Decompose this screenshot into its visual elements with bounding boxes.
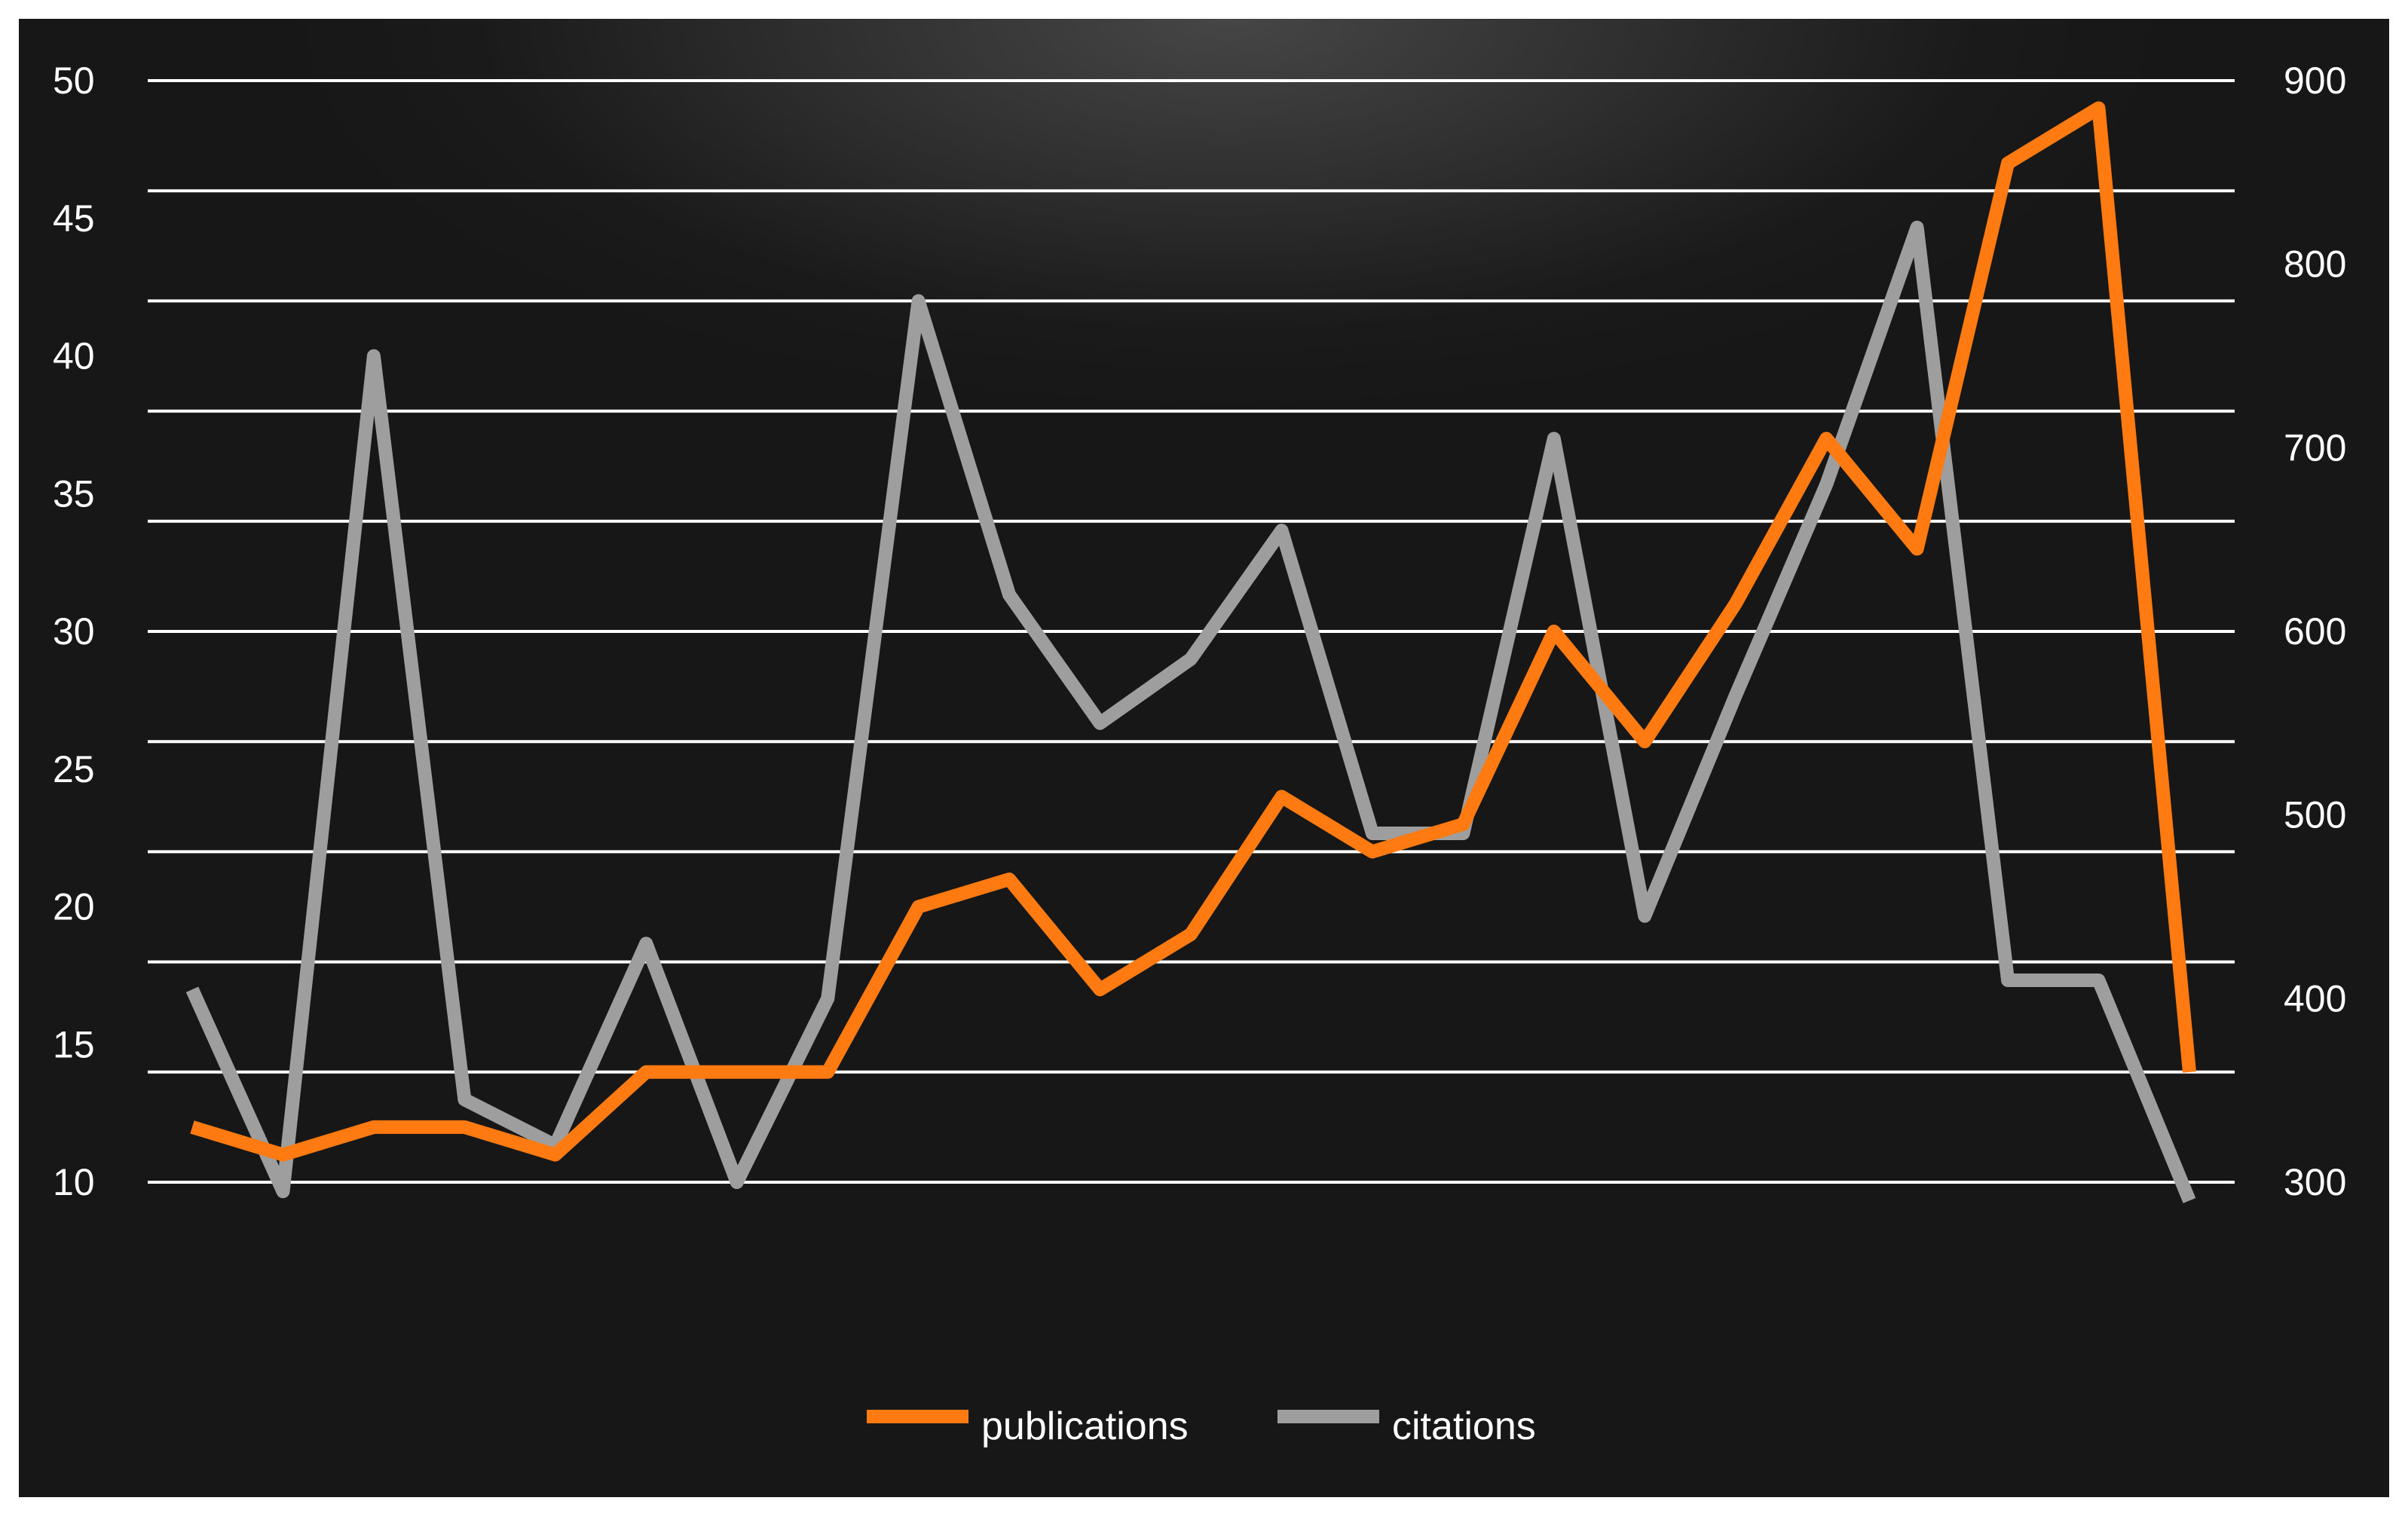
series-lines <box>185 101 2196 1203</box>
left-y-axis: 10 15 20 25 30 35 40 45 50 <box>53 60 95 1203</box>
left-axis-tick-label: 35 <box>53 472 95 515</box>
left-axis-tick-label: 45 <box>53 197 95 240</box>
legend: publications citations <box>867 1404 1536 1448</box>
chart-background <box>19 19 2389 1497</box>
series-line-publications <box>190 101 2196 1162</box>
right-axis-tick-label: 300 <box>2284 1161 2346 1203</box>
right-axis-tick-label: 600 <box>2284 610 2346 653</box>
legend-label-publications: publications <box>981 1404 1189 1448</box>
left-axis-tick-label: 15 <box>53 1023 95 1065</box>
left-axis-tick-label: 25 <box>53 748 95 790</box>
left-axis-tick-label: 40 <box>53 335 95 377</box>
left-axis-tick-label: 10 <box>53 1161 95 1203</box>
series-line-citations <box>185 220 2196 1203</box>
left-axis-tick-label: 50 <box>53 60 95 102</box>
legend-label-citations: citations <box>1392 1404 1536 1448</box>
right-axis-tick-label: 900 <box>2284 60 2346 102</box>
right-axis-tick-label: 500 <box>2284 794 2346 836</box>
right-y-axis: 300 400 500 600 700 800 900 <box>2284 60 2346 1203</box>
right-axis-tick-label: 700 <box>2284 426 2346 469</box>
right-axis-tick-label: 400 <box>2284 977 2346 1019</box>
right-axis-tick-label: 800 <box>2284 243 2346 286</box>
gridlines <box>148 79 2235 1184</box>
left-axis-tick-label: 30 <box>53 610 95 653</box>
left-axis-tick-label: 20 <box>53 886 95 928</box>
